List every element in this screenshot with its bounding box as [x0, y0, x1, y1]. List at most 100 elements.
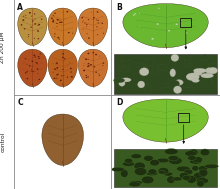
- Ellipse shape: [93, 52, 94, 53]
- Ellipse shape: [32, 61, 33, 62]
- Ellipse shape: [134, 168, 147, 176]
- Bar: [114, 54, 217, 94]
- Ellipse shape: [61, 22, 62, 23]
- Ellipse shape: [121, 56, 130, 61]
- Ellipse shape: [144, 155, 153, 161]
- Ellipse shape: [96, 26, 98, 27]
- Ellipse shape: [124, 158, 133, 163]
- Ellipse shape: [86, 26, 87, 27]
- Ellipse shape: [146, 172, 158, 176]
- Ellipse shape: [150, 160, 160, 166]
- Ellipse shape: [99, 56, 100, 57]
- Ellipse shape: [38, 38, 39, 39]
- Ellipse shape: [129, 182, 141, 187]
- Ellipse shape: [122, 161, 134, 166]
- Ellipse shape: [208, 67, 218, 74]
- Ellipse shape: [101, 23, 103, 24]
- Ellipse shape: [59, 20, 61, 21]
- Polygon shape: [18, 49, 47, 87]
- Ellipse shape: [28, 34, 29, 35]
- Polygon shape: [42, 114, 84, 165]
- Ellipse shape: [139, 13, 140, 14]
- Ellipse shape: [139, 26, 140, 27]
- Ellipse shape: [86, 77, 87, 78]
- Ellipse shape: [87, 76, 89, 77]
- Ellipse shape: [148, 169, 157, 174]
- Ellipse shape: [92, 52, 94, 53]
- Ellipse shape: [37, 68, 38, 70]
- Ellipse shape: [97, 20, 99, 21]
- Ellipse shape: [86, 75, 87, 76]
- Ellipse shape: [141, 176, 154, 184]
- Ellipse shape: [34, 57, 35, 58]
- Text: D: D: [116, 98, 123, 107]
- Ellipse shape: [142, 60, 147, 64]
- Ellipse shape: [51, 18, 53, 19]
- Ellipse shape: [209, 63, 217, 68]
- Ellipse shape: [153, 65, 158, 74]
- Ellipse shape: [29, 12, 31, 14]
- Ellipse shape: [186, 73, 199, 81]
- Ellipse shape: [131, 154, 141, 159]
- Ellipse shape: [38, 24, 40, 26]
- Ellipse shape: [88, 37, 90, 39]
- Ellipse shape: [31, 16, 32, 17]
- Ellipse shape: [197, 180, 204, 187]
- Ellipse shape: [172, 177, 182, 181]
- Ellipse shape: [86, 24, 88, 25]
- Ellipse shape: [62, 53, 64, 55]
- Ellipse shape: [52, 21, 54, 22]
- Ellipse shape: [88, 65, 90, 67]
- Ellipse shape: [34, 13, 35, 15]
- Ellipse shape: [95, 54, 97, 55]
- Text: control: control: [0, 132, 5, 152]
- Ellipse shape: [200, 149, 210, 156]
- Ellipse shape: [88, 63, 89, 64]
- Ellipse shape: [33, 54, 35, 56]
- Ellipse shape: [37, 25, 38, 26]
- Ellipse shape: [145, 85, 152, 94]
- Ellipse shape: [61, 75, 63, 77]
- Ellipse shape: [34, 38, 35, 39]
- Ellipse shape: [112, 167, 125, 172]
- Ellipse shape: [62, 12, 63, 13]
- Ellipse shape: [57, 26, 58, 27]
- Ellipse shape: [84, 23, 86, 24]
- Ellipse shape: [119, 65, 127, 70]
- Ellipse shape: [192, 79, 199, 82]
- Bar: [178, 113, 189, 122]
- Ellipse shape: [25, 72, 27, 74]
- Ellipse shape: [201, 73, 213, 78]
- Ellipse shape: [38, 56, 40, 57]
- Ellipse shape: [54, 77, 55, 79]
- Ellipse shape: [121, 169, 128, 177]
- Ellipse shape: [56, 74, 58, 76]
- Ellipse shape: [121, 78, 131, 82]
- Ellipse shape: [182, 175, 191, 180]
- Ellipse shape: [103, 62, 104, 64]
- Polygon shape: [123, 4, 208, 48]
- Ellipse shape: [83, 70, 85, 71]
- Ellipse shape: [132, 57, 145, 63]
- Ellipse shape: [53, 20, 54, 21]
- Ellipse shape: [54, 13, 56, 14]
- Ellipse shape: [60, 80, 62, 81]
- Ellipse shape: [70, 68, 72, 69]
- Ellipse shape: [88, 53, 89, 54]
- Ellipse shape: [98, 22, 99, 23]
- Ellipse shape: [71, 76, 73, 78]
- Ellipse shape: [181, 87, 194, 91]
- Ellipse shape: [35, 56, 36, 57]
- Ellipse shape: [143, 57, 150, 62]
- Ellipse shape: [199, 175, 205, 183]
- Ellipse shape: [141, 69, 147, 74]
- Ellipse shape: [31, 71, 33, 72]
- Ellipse shape: [193, 172, 205, 180]
- Ellipse shape: [119, 80, 125, 86]
- Ellipse shape: [136, 66, 148, 71]
- Ellipse shape: [161, 87, 171, 93]
- Ellipse shape: [83, 65, 84, 66]
- Ellipse shape: [171, 54, 179, 61]
- Ellipse shape: [175, 80, 183, 85]
- Ellipse shape: [198, 166, 208, 171]
